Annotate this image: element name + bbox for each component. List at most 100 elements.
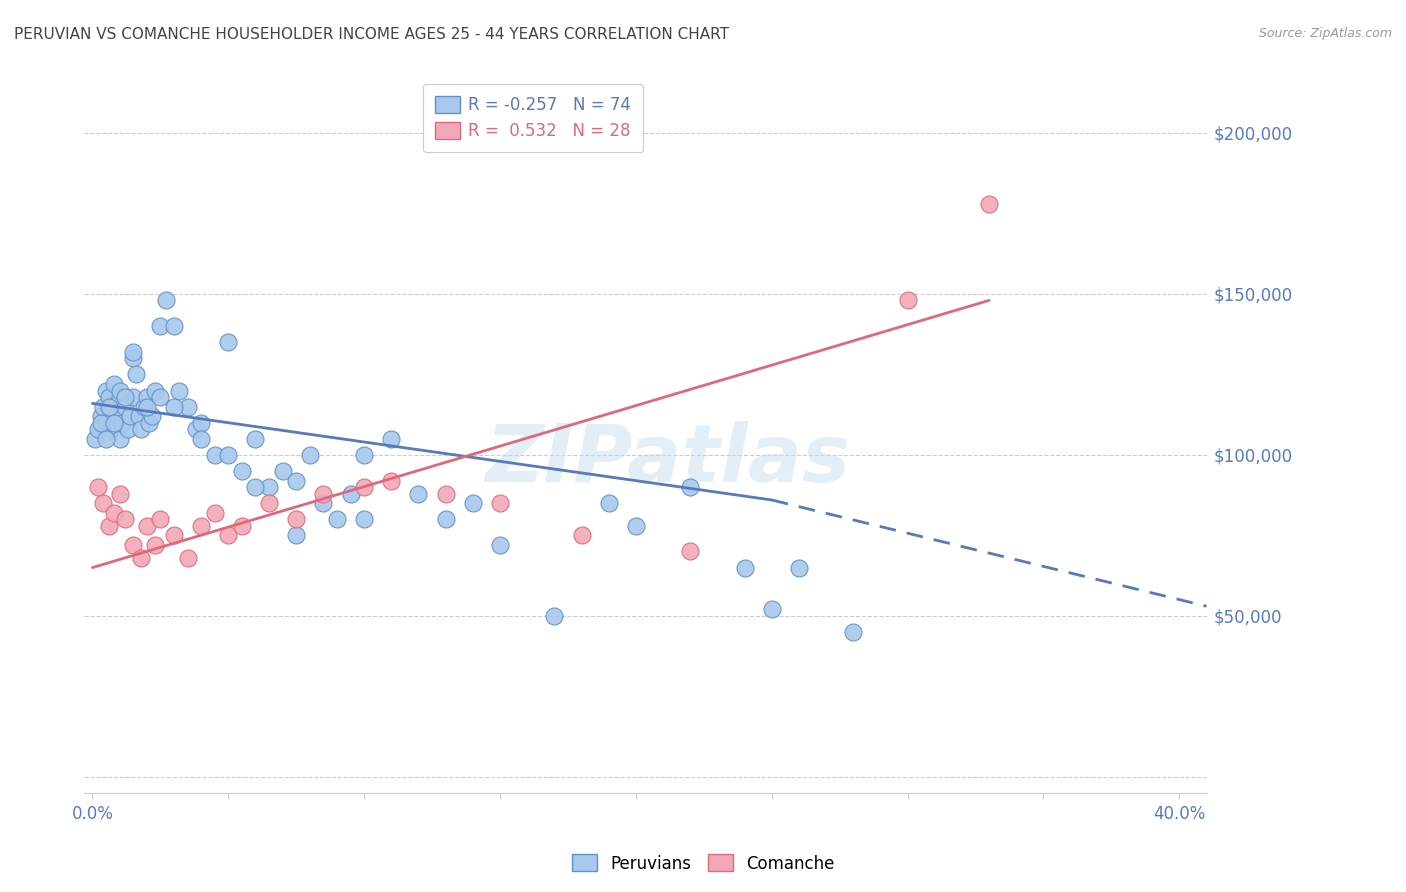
Point xyxy=(408,486,430,500)
Point xyxy=(122,390,145,404)
Point xyxy=(353,448,375,462)
Point xyxy=(87,422,110,436)
Legend: R = -0.257   N = 74, R =  0.532   N = 28: R = -0.257 N = 74, R = 0.532 N = 28 xyxy=(423,84,643,153)
Point xyxy=(132,400,155,414)
Point xyxy=(87,480,110,494)
Point xyxy=(257,496,280,510)
Point xyxy=(489,538,512,552)
Point xyxy=(84,432,107,446)
Point xyxy=(163,528,186,542)
Point xyxy=(114,512,136,526)
Point xyxy=(787,560,810,574)
Text: Source: ZipAtlas.com: Source: ZipAtlas.com xyxy=(1258,27,1392,40)
Point xyxy=(138,416,160,430)
Point xyxy=(897,293,920,308)
Point xyxy=(90,409,112,424)
Point xyxy=(571,528,593,542)
Point xyxy=(285,512,308,526)
Point xyxy=(103,416,125,430)
Point xyxy=(114,400,136,414)
Point xyxy=(122,538,145,552)
Point xyxy=(117,422,139,436)
Point xyxy=(135,518,157,533)
Point xyxy=(312,496,335,510)
Point xyxy=(190,518,212,533)
Point xyxy=(163,319,186,334)
Point xyxy=(122,351,145,366)
Point xyxy=(190,432,212,446)
Point xyxy=(94,416,117,430)
Point xyxy=(94,384,117,398)
Point xyxy=(108,384,131,398)
Point xyxy=(131,422,153,436)
Text: PERUVIAN VS COMANCHE HOUSEHOLDER INCOME AGES 25 - 44 YEARS CORRELATION CHART: PERUVIAN VS COMANCHE HOUSEHOLDER INCOME … xyxy=(14,27,730,42)
Point xyxy=(257,480,280,494)
Point xyxy=(108,486,131,500)
Point xyxy=(97,400,120,414)
Point xyxy=(353,512,375,526)
Point xyxy=(184,422,207,436)
Point xyxy=(135,400,157,414)
Point xyxy=(128,409,150,424)
Point xyxy=(761,602,783,616)
Point xyxy=(245,432,267,446)
Point xyxy=(380,474,402,488)
Point xyxy=(245,480,267,494)
Point xyxy=(979,196,1001,211)
Point xyxy=(163,400,186,414)
Point xyxy=(149,319,172,334)
Point xyxy=(231,518,253,533)
Point xyxy=(434,486,457,500)
Point xyxy=(176,550,198,565)
Point xyxy=(190,416,212,430)
Point xyxy=(204,506,226,520)
Point xyxy=(842,625,865,640)
Point xyxy=(271,464,294,478)
Point xyxy=(90,416,112,430)
Point xyxy=(598,496,620,510)
Point xyxy=(143,538,166,552)
Point xyxy=(108,432,131,446)
Point xyxy=(312,486,335,500)
Point xyxy=(285,474,308,488)
Point xyxy=(489,496,512,510)
Point xyxy=(125,368,148,382)
Point xyxy=(285,528,308,542)
Point xyxy=(679,480,702,494)
Point xyxy=(353,480,375,494)
Point xyxy=(217,528,239,542)
Point xyxy=(108,390,131,404)
Point xyxy=(679,544,702,558)
Point xyxy=(149,390,172,404)
Point xyxy=(111,416,134,430)
Point xyxy=(91,496,114,510)
Point xyxy=(131,550,153,565)
Point xyxy=(91,400,114,414)
Point xyxy=(114,390,136,404)
Point xyxy=(100,400,122,414)
Point xyxy=(204,448,226,462)
Point xyxy=(380,432,402,446)
Point xyxy=(105,409,128,424)
Point xyxy=(135,390,157,404)
Point xyxy=(231,464,253,478)
Point xyxy=(176,400,198,414)
Point xyxy=(734,560,756,574)
Point xyxy=(543,608,565,623)
Point xyxy=(155,293,177,308)
Text: ZIPatlas: ZIPatlas xyxy=(485,421,851,499)
Point xyxy=(624,518,647,533)
Point xyxy=(461,496,484,510)
Point xyxy=(169,384,191,398)
Point xyxy=(97,390,120,404)
Point xyxy=(100,422,122,436)
Point xyxy=(120,409,142,424)
Point xyxy=(103,377,125,392)
Point xyxy=(217,448,239,462)
Point xyxy=(94,432,117,446)
Point xyxy=(434,512,457,526)
Point xyxy=(122,344,145,359)
Point xyxy=(97,518,120,533)
Point xyxy=(149,512,172,526)
Point xyxy=(141,409,163,424)
